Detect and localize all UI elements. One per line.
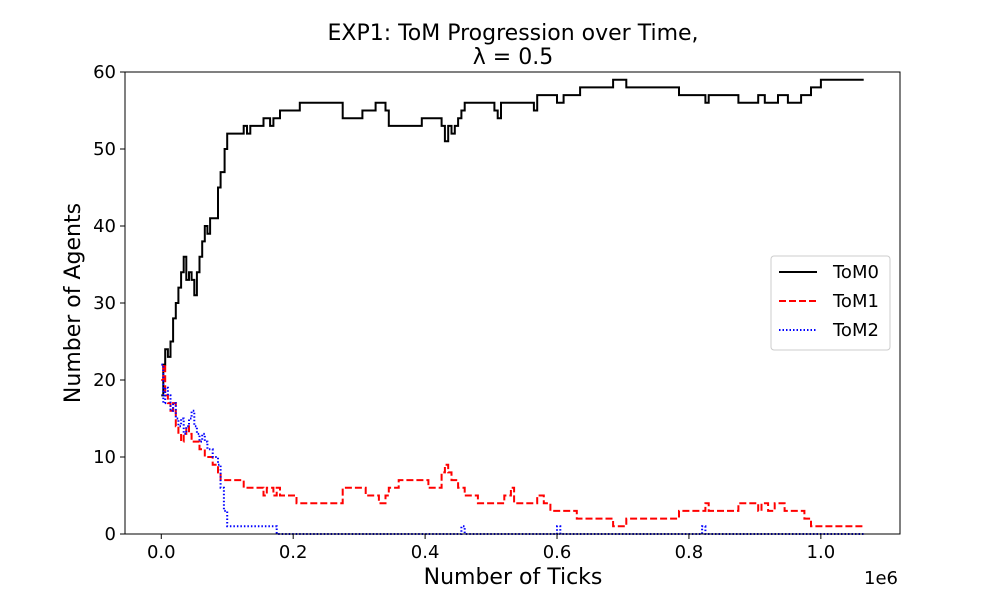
y-tick-label: 0	[105, 524, 116, 545]
x-tick-label: 0.0	[147, 542, 176, 563]
y-tick-label: 20	[93, 370, 116, 391]
x-axis-ticks: 0.0 0.2 0.4 0.6 0.8 1.0	[147, 534, 835, 563]
x-tick-label: 1.0	[807, 542, 836, 563]
y-tick-label: 30	[93, 293, 116, 314]
x-tick-label: 0.8	[675, 542, 704, 563]
y-tick-label: 40	[93, 216, 116, 237]
legend-label-tom1: ToM1	[832, 291, 879, 312]
y-tick-label: 60	[93, 62, 116, 83]
series-line-tom1	[161, 363, 864, 528]
legend-box	[770, 255, 891, 351]
legend-label-tom0: ToM0	[832, 262, 879, 283]
legend: ToM0 ToM1 ToM2	[770, 255, 891, 351]
x-axis-offset-label: 1e6	[864, 568, 898, 589]
series-line-tom0	[161, 78, 864, 397]
chart-title: EXP1: ToM Progression over Time,	[327, 21, 698, 46]
x-axis-label: Number of Ticks	[424, 565, 603, 590]
y-tick-label: 10	[93, 447, 116, 468]
x-tick-label: 0.6	[543, 542, 572, 563]
x-tick-label: 0.2	[279, 542, 308, 563]
y-tick-label: 50	[93, 139, 116, 160]
chart-subtitle: λ = 0.5	[473, 45, 553, 70]
plot-area	[161, 78, 864, 535]
legend-label-tom2: ToM2	[832, 320, 879, 341]
y-axis-ticks: 0 10 20 30 40 50 60	[93, 62, 125, 545]
x-tick-label: 0.4	[411, 542, 440, 563]
series-line-tom2	[161, 363, 864, 535]
y-axis-label: Number of Agents	[61, 203, 86, 403]
